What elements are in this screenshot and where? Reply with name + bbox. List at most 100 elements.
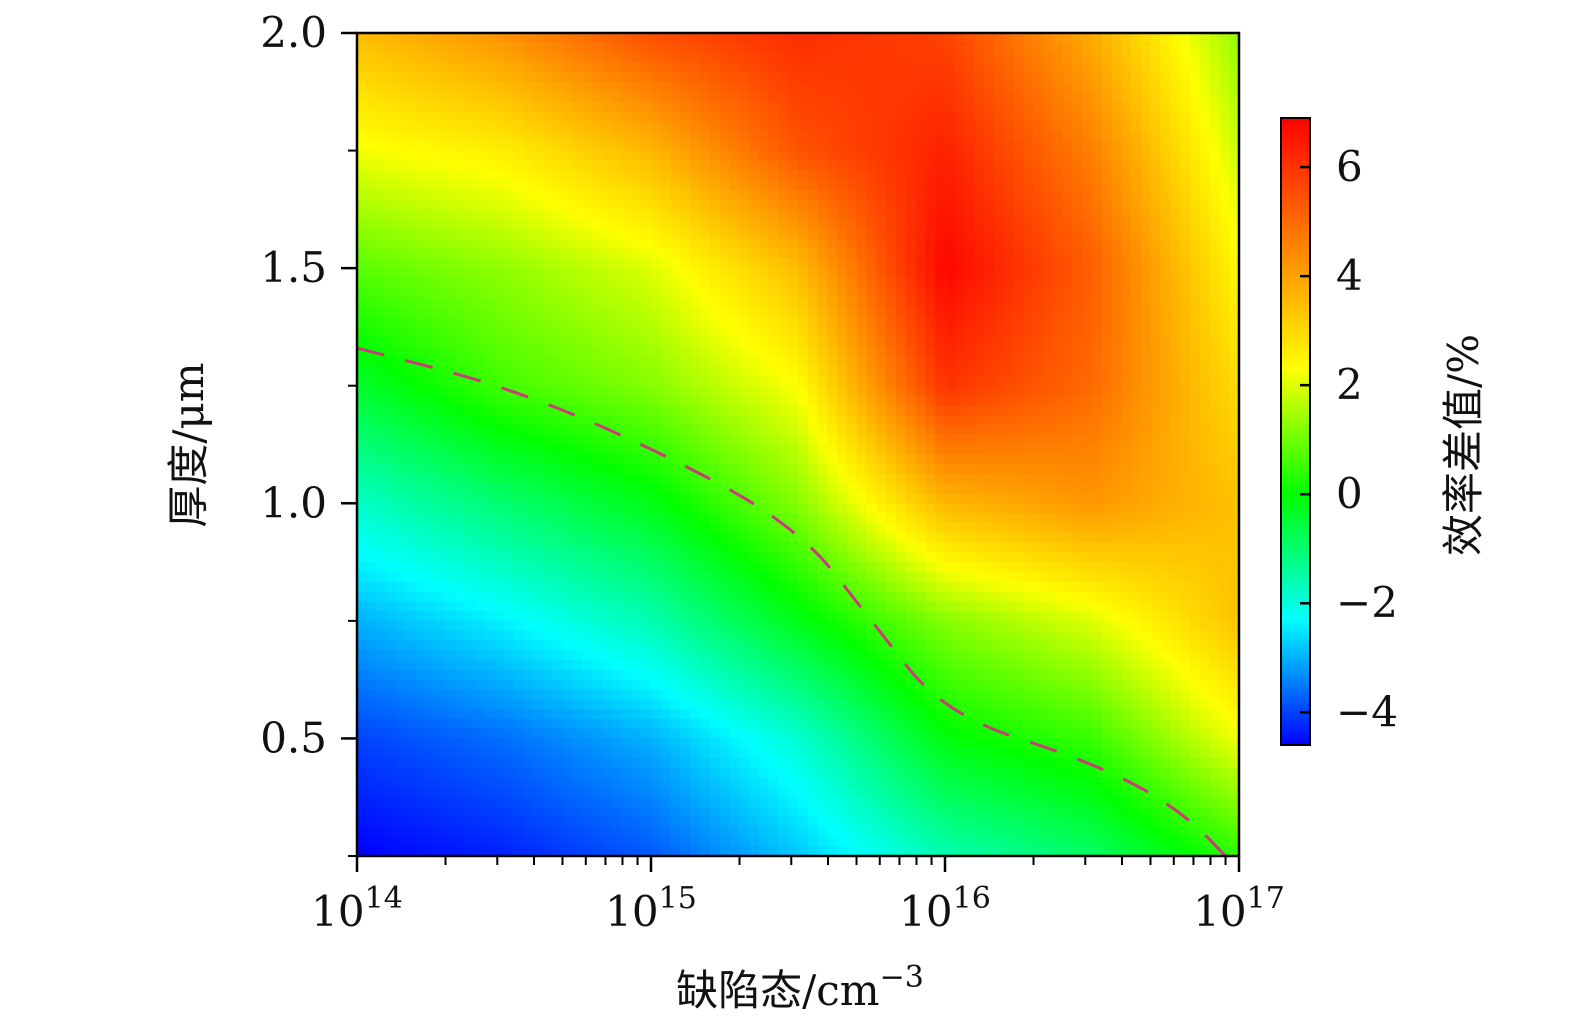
heatmap-cell bbox=[415, 552, 427, 563]
heatmap-cell bbox=[739, 571, 750, 583]
heatmap-cell bbox=[1052, 307, 1064, 318]
heatmap-cell bbox=[729, 356, 740, 367]
heatmap-cell bbox=[494, 62, 505, 73]
heatmap-cell bbox=[513, 356, 525, 367]
heatmap-cell bbox=[602, 140, 613, 152]
heatmap-cell bbox=[562, 238, 574, 250]
heatmap-cell bbox=[1170, 483, 1181, 495]
heatmap-cell bbox=[964, 228, 975, 240]
heatmap-cell bbox=[1121, 130, 1132, 142]
heatmap-cell bbox=[700, 503, 711, 514]
heatmap-cell bbox=[1150, 434, 1162, 446]
heatmap-cell bbox=[513, 101, 525, 112]
heatmap-cell bbox=[807, 454, 819, 465]
heatmap-cell bbox=[445, 160, 456, 171]
heatmap-cell bbox=[817, 552, 828, 563]
heatmap-cell bbox=[680, 366, 691, 377]
heatmap-cell bbox=[357, 199, 368, 210]
heatmap-cell bbox=[1180, 160, 1191, 171]
heatmap-cell bbox=[1092, 297, 1103, 308]
heatmap-cell bbox=[896, 562, 907, 573]
heatmap-cell bbox=[788, 209, 799, 220]
heatmap-cell bbox=[817, 297, 828, 308]
heatmap-cell bbox=[464, 238, 476, 250]
heatmap-cell bbox=[494, 150, 505, 161]
heatmap-cell bbox=[1141, 209, 1152, 220]
heatmap-cell bbox=[680, 121, 691, 132]
heatmap-cell bbox=[553, 52, 564, 63]
heatmap-cell bbox=[749, 277, 760, 289]
heatmap-cell bbox=[582, 415, 593, 426]
heatmap-cell bbox=[1190, 179, 1201, 191]
heatmap-cell bbox=[602, 52, 613, 63]
heatmap-cell bbox=[1062, 287, 1073, 299]
heatmap-cell bbox=[572, 268, 583, 279]
heatmap-cell bbox=[406, 219, 417, 230]
heatmap-cell bbox=[827, 248, 838, 259]
heatmap-cell bbox=[572, 150, 583, 161]
heatmap-cell bbox=[896, 209, 907, 220]
heatmap-cell bbox=[954, 444, 966, 455]
heatmap-cell bbox=[896, 356, 907, 367]
heatmap-cell bbox=[1141, 248, 1152, 259]
heatmap-cell bbox=[915, 258, 926, 269]
heatmap-cell bbox=[435, 121, 446, 132]
heatmap-cell bbox=[1219, 52, 1230, 63]
heatmap-cell bbox=[1199, 170, 1211, 181]
heatmap-cell bbox=[660, 52, 672, 63]
heatmap-cell bbox=[494, 101, 505, 112]
heatmap-cell bbox=[905, 317, 917, 328]
heatmap-cell bbox=[523, 395, 534, 406]
heatmap-cell bbox=[837, 336, 848, 348]
heatmap-cell bbox=[406, 287, 417, 299]
heatmap-cell bbox=[553, 238, 564, 250]
heatmap-cell bbox=[484, 130, 495, 142]
heatmap-cell bbox=[376, 81, 387, 93]
heatmap-cell bbox=[1180, 307, 1191, 318]
heatmap-cell bbox=[915, 513, 926, 524]
heatmap-cell bbox=[553, 503, 564, 514]
heatmap-cell bbox=[366, 366, 378, 377]
heatmap-cell bbox=[1013, 268, 1024, 279]
heatmap-cell bbox=[954, 513, 966, 524]
heatmap-cell bbox=[1160, 336, 1171, 348]
heatmap-cell bbox=[562, 317, 574, 328]
heatmap-cell bbox=[660, 317, 672, 328]
heatmap-cell bbox=[562, 130, 574, 142]
heatmap-cell bbox=[641, 130, 652, 142]
heatmap-cell bbox=[621, 140, 632, 152]
heatmap-cell bbox=[729, 277, 740, 289]
heatmap-cell bbox=[1141, 199, 1152, 210]
heatmap-cell bbox=[905, 493, 917, 504]
heatmap-cell bbox=[376, 317, 387, 328]
heatmap-cell bbox=[778, 150, 789, 161]
heatmap-cell bbox=[758, 405, 770, 416]
heatmap-cell bbox=[1150, 375, 1162, 387]
heatmap-cell bbox=[474, 532, 485, 544]
heatmap-cell bbox=[651, 52, 662, 63]
heatmap-cell bbox=[1033, 52, 1044, 63]
heatmap-cell bbox=[1082, 101, 1093, 112]
heatmap-cell bbox=[582, 562, 593, 573]
heatmap-cell bbox=[876, 346, 887, 357]
heatmap-cell bbox=[543, 415, 554, 426]
heatmap-cell bbox=[739, 326, 750, 338]
heatmap-cell bbox=[1003, 415, 1015, 426]
heatmap-cell bbox=[523, 503, 534, 514]
heatmap-cell bbox=[543, 72, 554, 83]
heatmap-cell bbox=[651, 42, 662, 54]
heatmap-cell bbox=[856, 317, 868, 328]
heatmap-cell bbox=[1043, 42, 1054, 54]
heatmap-cell bbox=[1219, 91, 1230, 103]
heatmap-cell bbox=[357, 121, 368, 132]
heatmap-cell bbox=[925, 268, 936, 279]
heatmap-cell bbox=[827, 179, 838, 191]
heatmap-cell bbox=[641, 473, 652, 485]
heatmap-cell bbox=[788, 160, 799, 171]
heatmap-cell bbox=[749, 444, 760, 455]
heatmap-cell bbox=[1082, 307, 1093, 318]
heatmap-cell bbox=[758, 101, 770, 112]
heatmap-cell bbox=[739, 532, 750, 544]
heatmap-cell bbox=[1121, 52, 1132, 63]
heatmap-cell bbox=[523, 336, 534, 348]
